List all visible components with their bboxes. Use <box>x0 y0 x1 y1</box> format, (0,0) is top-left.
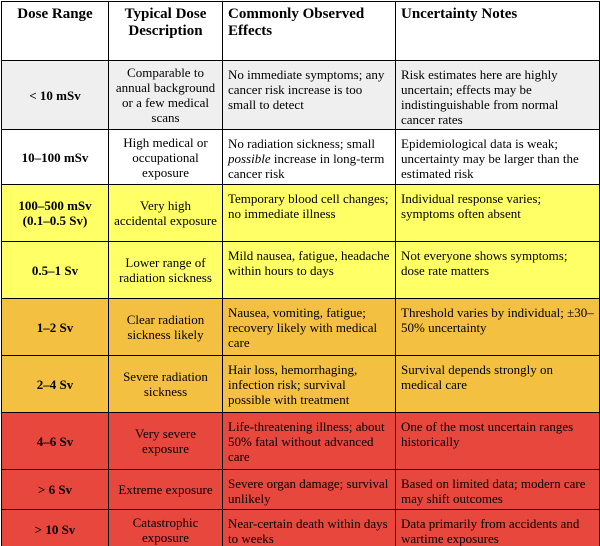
table-cell: Extreme exposure <box>108 469 223 510</box>
table-cell: Threshold varies by individual; ±30–50% … <box>395 298 600 356</box>
table-cell: Very severe exposure <box>108 412 223 470</box>
table-cell: Hair loss, hemorrhaging, infection risk;… <box>222 355 396 413</box>
table-cell: > 10 Sv <box>1 509 109 546</box>
table-cell: Temporary blood cell changes; no immedia… <box>222 184 396 242</box>
table-row: 100–500 mSv (0.1–0.5 Sv) Very high accide… <box>1 184 600 242</box>
table-cell: 2–4 Sv <box>1 355 109 413</box>
table-cell: No radiation sickness; small possible in… <box>222 129 396 185</box>
table-cell: Severe organ damage; survival unlikely <box>222 469 396 510</box>
table-cell: Severe radiation sickness <box>108 355 223 413</box>
table-cell: Nausea, vomiting, fatigue; recovery like… <box>222 298 396 356</box>
text-run: increase in long-term cancer risk <box>228 151 385 181</box>
column-header: Typical Dose Description <box>108 1 223 61</box>
table-row: > 10 Sv Catastrophic exposure Near-certain… <box>1 509 600 546</box>
table-cell: Survival depends strongly on medical car… <box>395 355 600 413</box>
table-cell: Lower range of radiation sickness <box>108 241 223 299</box>
text-run: possible <box>228 151 271 166</box>
table-row: 4–6 Sv Very severe exposure Life-threateni… <box>1 412 600 470</box>
table-cell: Based on limited data; modern care may s… <box>395 469 600 510</box>
table-cell: Individual response varies; symptoms oft… <box>395 184 600 242</box>
table-cell: Catastrophic exposure <box>108 509 223 546</box>
table-row: > 6 Sv Extreme exposure Severe organ damag… <box>1 469 600 510</box>
table-row: 1–2 Sv Clear radiation sickness likely Nau… <box>1 298 600 356</box>
column-header: Commonly Observed Effects <box>222 1 396 61</box>
table-cell: 10–100 mSv <box>1 129 109 185</box>
header-row: Dose Range Typical Dose Description Common… <box>1 1 600 61</box>
table-row: 10–100 mSv High medical or occupational e… <box>1 129 600 185</box>
table-cell: Mild nausea, fatigue, headache within ho… <box>222 241 396 299</box>
table-cell: > 6 Sv <box>1 469 109 510</box>
table-cell: Risk estimates here are highly uncertain… <box>395 60 600 130</box>
table-cell: 4–6 Sv <box>1 412 109 470</box>
table-cell: Clear radiation sickness likely <box>108 298 223 356</box>
table-cell: < 10 mSv <box>1 60 109 130</box>
table-cell: One of the most uncertain ranges histori… <box>395 412 600 470</box>
table-row: < 10 mSv Comparable to annual background … <box>1 60 600 130</box>
table-cell: Life-threatening illness; about 50% fata… <box>222 412 396 470</box>
column-header: Dose Range <box>1 1 109 61</box>
table-row: 0.5–1 Sv Lower range of radiation sicknes… <box>1 241 600 299</box>
table-cell: Epidemiological data is weak; uncertaint… <box>395 129 600 185</box>
table-cell: Data primarily from accidents and wartim… <box>395 509 600 546</box>
table-cell: Very high accidental exposure <box>108 184 223 242</box>
table-cell: No immediate symptoms; any cancer risk i… <box>222 60 396 130</box>
table-row: 2–4 Sv Severe radiation sickness Hair loss… <box>1 355 600 413</box>
table-cell: 1–2 Sv <box>1 298 109 356</box>
table-cell: 0.5–1 Sv <box>1 241 109 299</box>
column-header: Uncertainty Notes <box>395 1 600 61</box>
table-cell: High medical or occupational exposure <box>108 129 223 185</box>
text-run: No radiation sickness; small <box>228 136 375 151</box>
table-cell: 100–500 mSv (0.1–0.5 Sv) <box>1 184 109 242</box>
table-cell: Near-certain death within days to weeks <box>222 509 396 546</box>
table-cell: Not everyone shows symptoms; dose rate m… <box>395 241 600 299</box>
table-cell: Comparable to annual background or a few… <box>108 60 223 130</box>
